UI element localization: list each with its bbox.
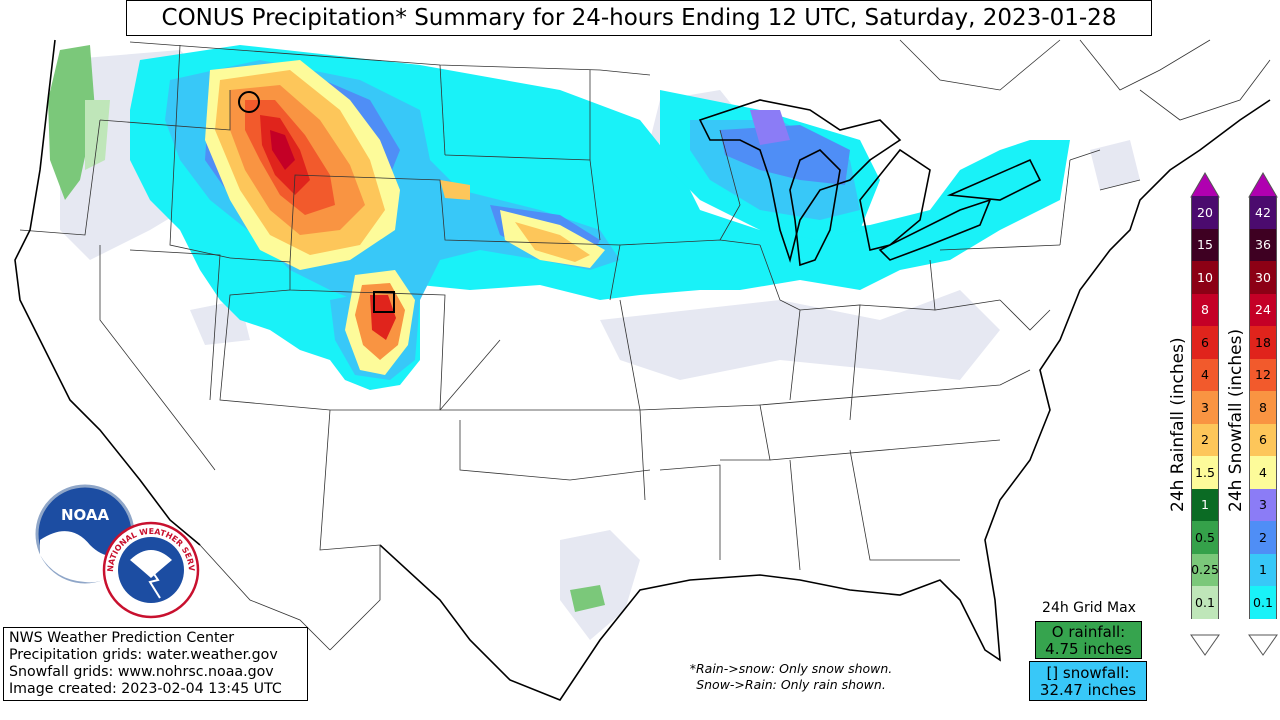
rainfall-legend-label: 24h Rainfall (inches) (1168, 337, 1188, 512)
rainfall-bin: 2 (1191, 423, 1219, 456)
rainfall-bin: 0.25 (1191, 553, 1219, 586)
rainfall-legend-top-arrow (1190, 172, 1220, 198)
max-snowfall-value: 32.47 inches (1039, 681, 1137, 699)
snowfall-bin: 1 (1249, 553, 1277, 586)
heavy-snowfall-areas (205, 60, 605, 375)
rainfall-bin: 4 (1191, 358, 1219, 391)
rainfall-bin: 10 (1191, 261, 1219, 294)
grid-max-title: 24h Grid Max (1042, 600, 1136, 616)
rainfall-bin: 3 (1191, 391, 1219, 424)
note-line: *Rain->snow: Only snow shown. (689, 661, 893, 676)
rainfall-bin: 0.1 (1191, 586, 1219, 619)
note-line: Snow->Rain: Only rain shown. (696, 677, 886, 692)
snowfall-legend-bottom-arrow (1248, 634, 1278, 656)
credits-line: NWS Weather Prediction Center (9, 630, 235, 646)
rainfall-bin: 20 (1191, 196, 1219, 229)
credits-line: Precipitation grids: water.weather.gov (9, 647, 278, 663)
snowfall-bin: 18 (1249, 326, 1277, 359)
snowfall-bin: 36 (1249, 228, 1277, 261)
snowfall-legend-top-arrow (1248, 172, 1278, 198)
snowfall-colorbar: 42 36 30 24 18 12 8 6 4 3 2 1 0.1 (1249, 196, 1277, 619)
max-rainfall-marker (238, 91, 260, 113)
max-snowfall-marker (373, 291, 395, 313)
rainfall-bin: 6 (1191, 326, 1219, 359)
rainfall-bin: 15 (1191, 228, 1219, 261)
snowfall-bin: 2 (1249, 521, 1277, 554)
credits-box: NWS Weather Prediction Center Precipitat… (3, 627, 308, 701)
max-rainfall-label: O rainfall: (1051, 623, 1126, 641)
coastlines-lakes (14, 39, 1271, 701)
snowfall-bin: 42 (1249, 196, 1277, 229)
snowfall-bin: 3 (1249, 488, 1277, 521)
snowfall-bin: 30 (1249, 261, 1277, 294)
canada-mexico-borders (199, 39, 1271, 651)
rainfall-colorbar: 20 15 10 8 6 4 3 2 1.5 1 0.5 0.25 0.1 (1191, 196, 1219, 619)
noaa-logo-text: NOAA (61, 506, 110, 524)
credits-line: Image created: 2023-02-04 13:45 UTC (9, 681, 282, 697)
rain-snow-note: *Rain->snow: Only snow shown. Snow->Rain… (660, 661, 922, 693)
snowfall-bin: 6 (1249, 423, 1277, 456)
snowfall-bin: 24 (1249, 293, 1277, 326)
snowfall-bin: 12 (1249, 358, 1277, 391)
max-snowfall-label: [] snowfall: (1046, 664, 1130, 682)
map-title: CONUS Precipitation* Summary for 24-hour… (126, 0, 1152, 36)
rainfall-bin: 1.5 (1191, 456, 1219, 489)
max-rainfall-value: 4.75 inches (1045, 640, 1132, 658)
rainfall-legend-bottom-arrow (1190, 634, 1220, 656)
snowfall-bin: 0.1 (1249, 586, 1277, 619)
snowfall-bin: 8 (1249, 391, 1277, 424)
snowfall-bin: 4 (1249, 456, 1277, 489)
rainfall-bin: 1 (1191, 488, 1219, 521)
credits-line: Snowfall grids: www.nohrsc.noaa.gov (9, 664, 274, 680)
max-rainfall-box: O rainfall: 4.75 inches (1035, 621, 1142, 659)
max-snowfall-box: [] snowfall: 32.47 inches (1029, 661, 1147, 701)
rainfall-bin: 0.5 (1191, 521, 1219, 554)
snowfall-legend-label: 24h Snowfall (inches) (1226, 328, 1246, 512)
rainfall-bin: 8 (1191, 293, 1219, 326)
state-borders (19, 41, 1141, 571)
